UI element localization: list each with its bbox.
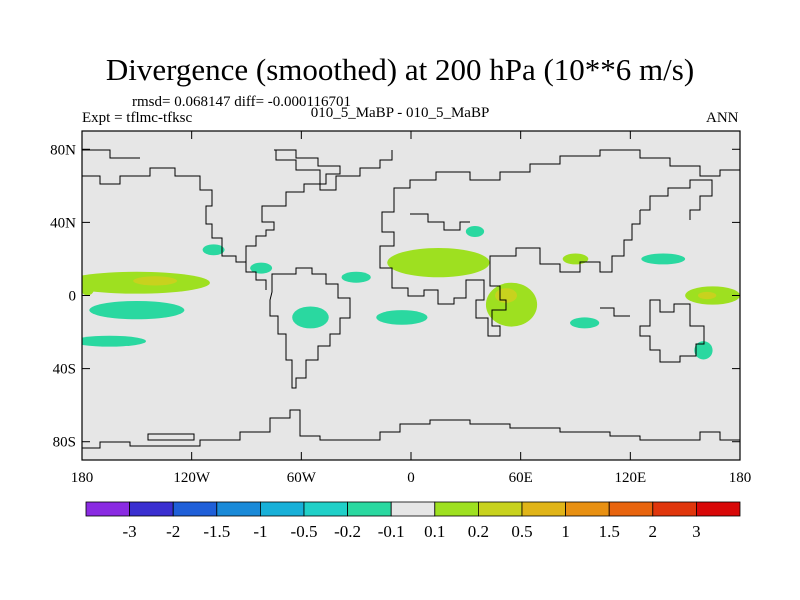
chart-title: Divergence (smoothed) at 200 hPa (10**6 … (105, 52, 695, 87)
coastline-8 (640, 179, 713, 220)
contour-region-amazon (292, 306, 329, 329)
x-tick-label: 0 (407, 470, 415, 486)
colorbar-swatch (85, 501, 130, 517)
colorbar-swatch (347, 501, 392, 517)
contour-region-mexico (250, 262, 273, 274)
x-tick-label: 60E (509, 470, 533, 486)
contour-region-west-pacific-core (697, 291, 717, 300)
y-tick-label: 80N (50, 142, 76, 158)
colorbar-label: 3 (692, 522, 701, 541)
coastline-4 (82, 149, 140, 159)
colorbar-swatch (652, 501, 697, 517)
colorbar-swatch (172, 501, 218, 517)
contour-region-north-atlantic (202, 244, 225, 256)
colorbar-label: 2 (649, 522, 658, 541)
stats-text: rmsd= 0.068147 diff= -0.000116701 (132, 94, 351, 110)
coastline-3 (269, 267, 351, 389)
y-tick-label: 40N (50, 215, 76, 231)
colorbar-label: 0.2 (468, 522, 489, 541)
colorbar-swatch (608, 501, 654, 517)
contour-region-pac-west-edge (82, 277, 95, 296)
colorbar-swatch (477, 501, 523, 517)
x-tick-label: 180 (729, 470, 752, 486)
colorbar-swatch (259, 501, 305, 517)
comparison-label: 010_5_MaBP - 010_5_MaBP (310, 105, 490, 121)
colorbar-label: -1.5 (203, 522, 230, 541)
colorbar-label: 1.5 (599, 522, 620, 541)
contour-region-indian-south (570, 317, 600, 329)
coastline-11 (82, 409, 740, 449)
x-tick-label: 120W (173, 470, 211, 486)
coastline-0 (82, 149, 341, 263)
coastline-5 (393, 149, 740, 196)
contour-region-africa-east-core (495, 288, 518, 303)
colorbar-swatch (696, 501, 741, 517)
contour-region-atlantic-south (376, 310, 428, 325)
colorbar-swatch (434, 501, 479, 517)
x-tick-label: 60W (287, 470, 317, 486)
experiment-label: Expt = tflmc-tfksc (82, 110, 193, 126)
colorbar-label: -0.1 (378, 522, 405, 541)
period-label: ANN (706, 110, 739, 126)
colorbar-label: -1 (253, 522, 267, 541)
colorbar-label: -0.5 (291, 522, 318, 541)
colorbar-label: 0.5 (511, 522, 532, 541)
contour-region-pac-south-band (89, 300, 185, 320)
colorbar-swatch (216, 501, 261, 517)
colorbar-swatch (565, 501, 610, 517)
coastline-12 (147, 433, 195, 441)
colorbar-label: -3 (123, 522, 137, 541)
contour-region-mediterranean (465, 226, 485, 238)
x-tick-label: 120E (614, 470, 646, 486)
coastline-9 (639, 299, 705, 363)
contour-region-atlantic-north (341, 271, 371, 283)
colorbar-swatch (129, 501, 174, 517)
coastline-2 (236, 261, 267, 290)
contour-region-india (562, 253, 589, 265)
colorbar-label: -2 (166, 522, 180, 541)
y-tick-label: 0 (69, 289, 77, 305)
y-tick-label: 40S (53, 362, 76, 378)
colorbar-swatch (521, 501, 566, 517)
colorbar-label: -0.2 (334, 522, 361, 541)
colorbar-swatch (303, 501, 348, 517)
colorbar-label: 1 (561, 522, 570, 541)
colorbar-swatch (390, 501, 436, 517)
coastline-7 (410, 213, 470, 231)
colorbar-label: 0.1 (424, 522, 445, 541)
contour-region-australia-east (694, 341, 713, 360)
coastline-6 (379, 196, 641, 337)
x-tick-label: 180 (71, 470, 94, 486)
coastline-1 (275, 150, 393, 191)
contour-region-indian-north (387, 247, 490, 278)
contour-region-east-asia (641, 253, 686, 265)
contour-region-s-pacific-west (82, 335, 146, 347)
coastline-10 (600, 307, 630, 317)
contour-region-pac-north-itcz-core (133, 276, 178, 286)
y-tick-label: 80S (53, 435, 76, 451)
